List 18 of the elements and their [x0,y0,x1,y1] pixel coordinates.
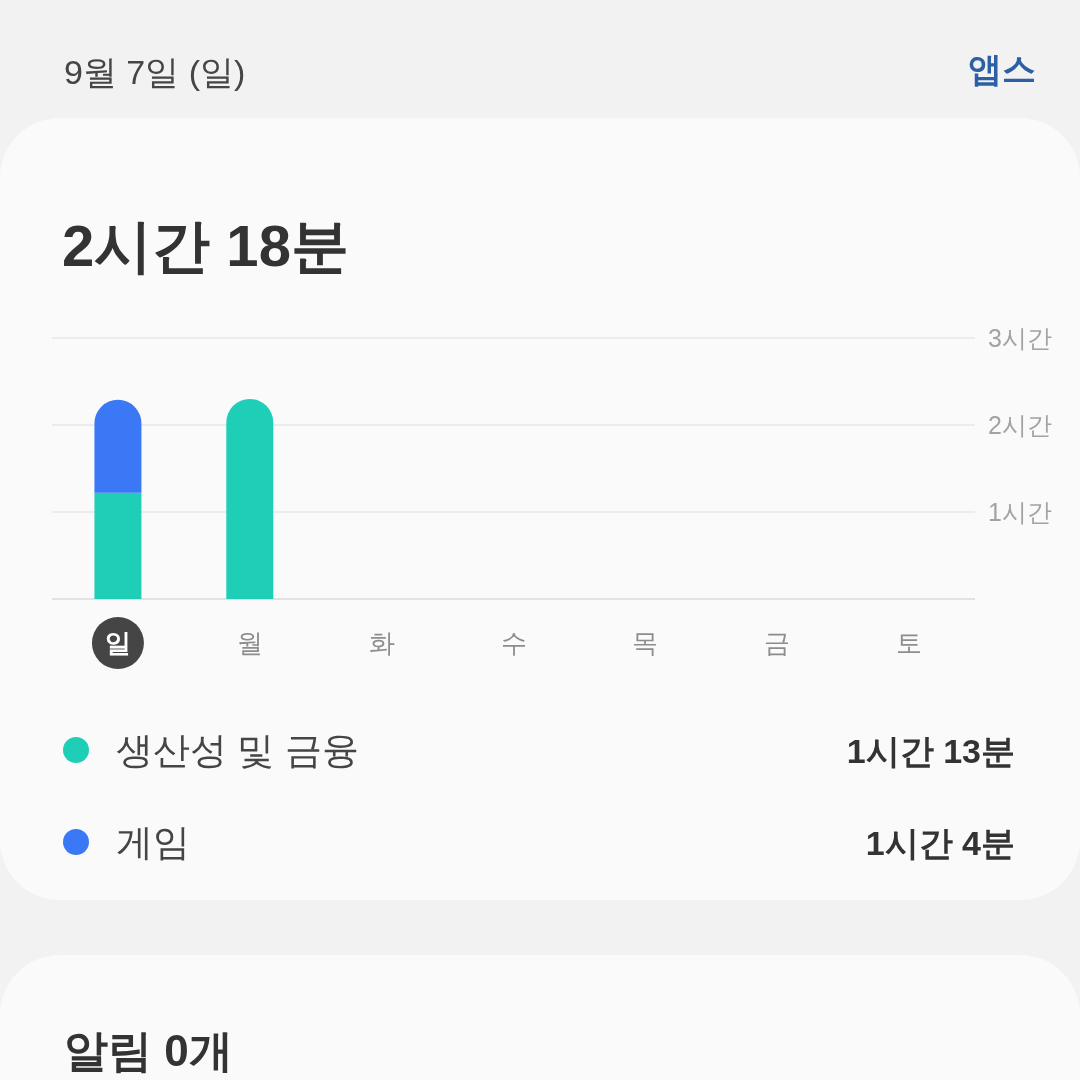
chart-title: 9월 7일 (일) [64,53,246,91]
y-tick-label: 3시간 [988,324,1052,352]
y-tick-label: 2시간 [988,411,1052,439]
x-tick-label: 수 [500,628,527,658]
text: 1시간 13분 [846,732,1015,770]
legend-label: 생산성 및 금융 [116,730,359,771]
x-tick-label: 목 [632,628,659,658]
chart-subtitle: 2시간 18분 [62,213,349,278]
x-tick-label: 월 [236,628,263,658]
x-tick-label: 일 [104,628,131,658]
legend-label: 게임 [116,822,190,863]
x-tick-label: 화 [368,628,395,658]
text: 1시간 4분 [865,824,1015,862]
x-tick-label: 금 [764,628,791,658]
text: 앱스 [968,50,1036,88]
text: 알림 0개 [64,1026,233,1075]
y-tick-label: 1시간 [988,498,1052,526]
x-tick-label: 토 [896,628,923,658]
